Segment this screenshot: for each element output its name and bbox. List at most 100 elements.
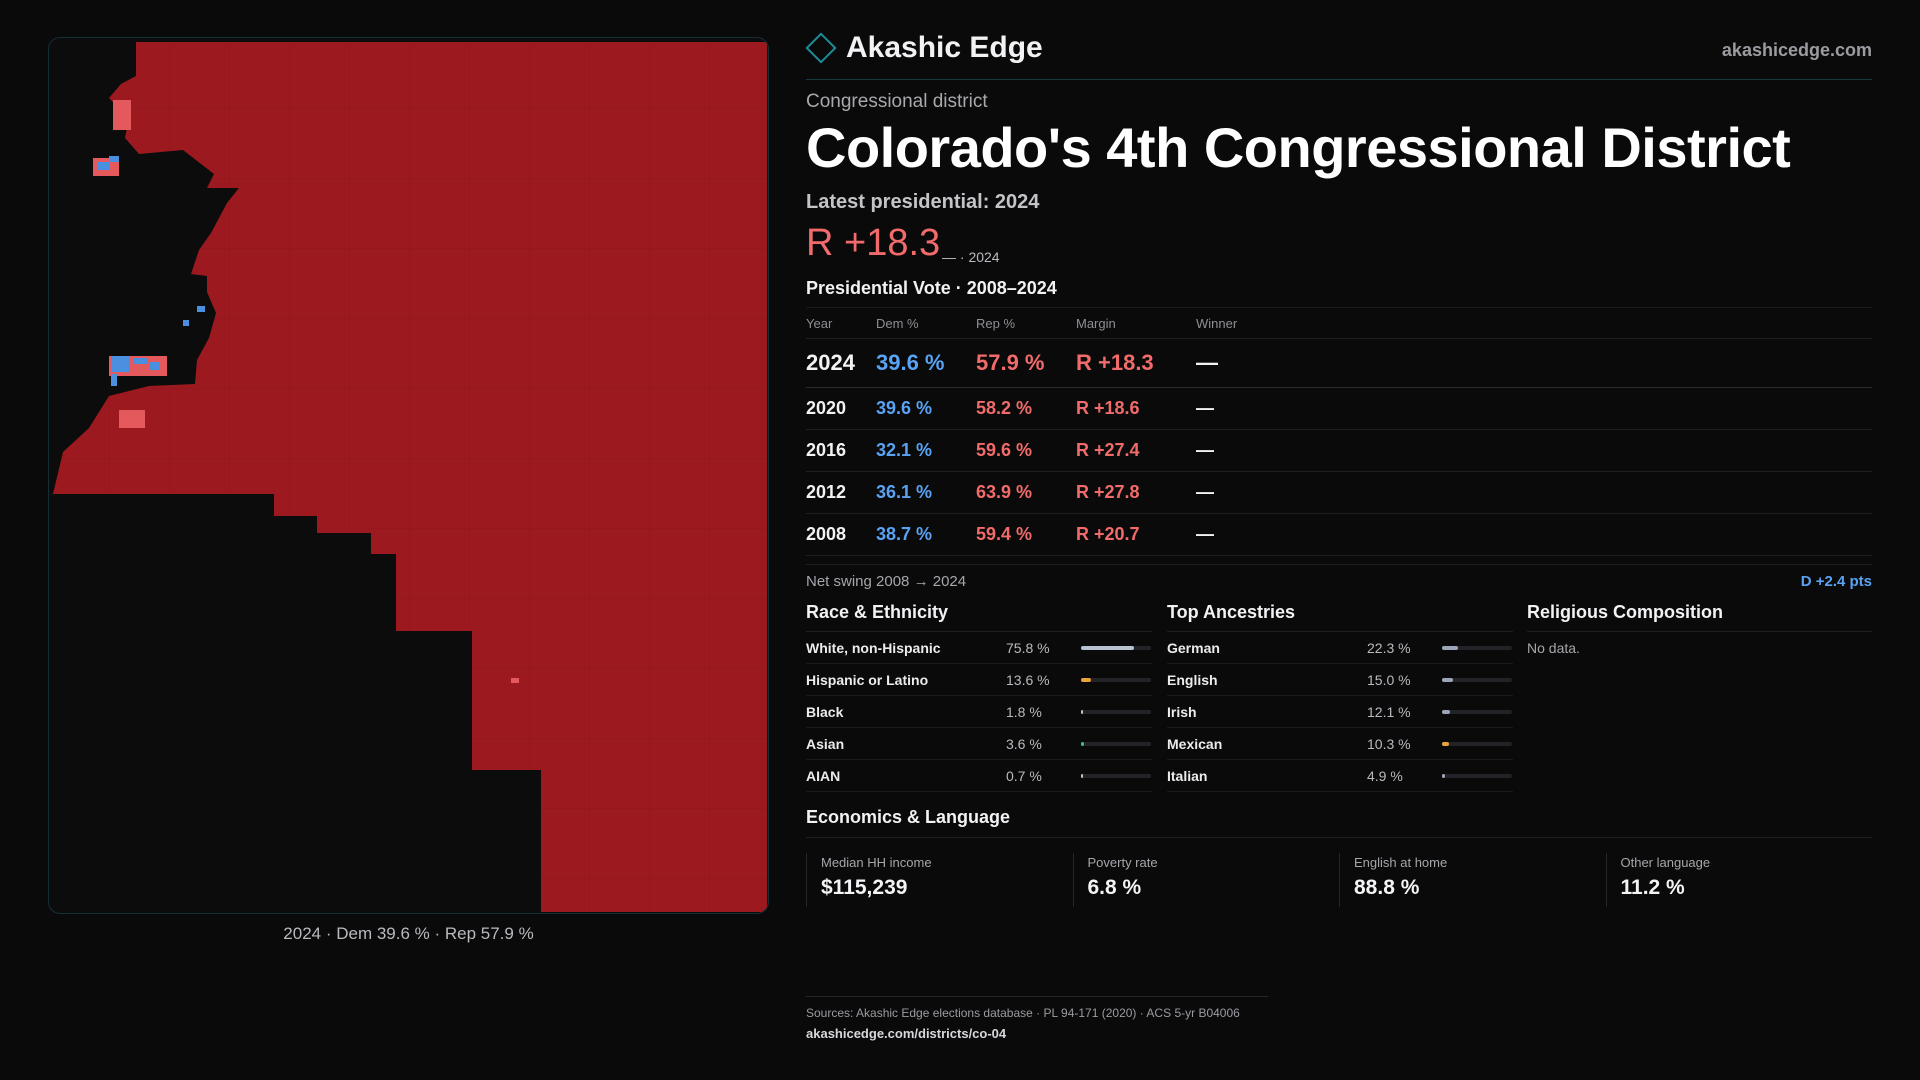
stat-label: Italian (1167, 767, 1208, 784)
stat-label: Hispanic or Latino (806, 671, 929, 688)
religion-title: Religious Composition (1527, 602, 1872, 632)
dem-cell: 32.1 % (876, 440, 933, 460)
brand-name: Akashic Edge (846, 31, 1043, 64)
stat-row: Asian 3.6 % (806, 728, 1152, 760)
page-title: Colorado's 4th Congressional District (806, 116, 1791, 179)
year-cell: 2024 (806, 350, 855, 375)
econ-label: Other language (1620, 855, 1711, 870)
sources-divider (806, 996, 1268, 997)
econ-other-language: Other language 11.2 % (1605, 853, 1873, 907)
stat-value: 3.6 % (1006, 735, 1042, 752)
econ-value: 11.2 % (1620, 876, 1685, 899)
column-header-winner: Winner (1196, 315, 1238, 331)
latest-presidential-label: Latest presidential: 2024 (806, 191, 1040, 213)
ancestries-title: Top Ancestries (1167, 602, 1513, 632)
econ-label: Median HH income (821, 855, 932, 870)
econ-value: 6.8 % (1087, 876, 1142, 899)
presidential-vote-table: Year Dem % Rep % Margin Winner 2024 39.6… (806, 307, 1872, 556)
stat-row: Hispanic or Latino 13.6 % (806, 664, 1152, 696)
stat-bar-track (1442, 645, 1512, 650)
econ-poverty-rate: Poverty rate 6.8 % (1072, 853, 1340, 907)
stat-bar-track (1081, 773, 1151, 778)
margin-cell: R +27.8 (1076, 482, 1140, 502)
stat-bar-fill (1442, 741, 1450, 746)
brand[interactable]: Akashic Edge (805, 31, 1043, 65)
ancestry-list: German 22.3 % English 15.0 % Irish 12.1 % Mexi… (1167, 632, 1513, 792)
stat-value: 0.7 % (1006, 767, 1042, 784)
urban-precincts (93, 100, 519, 683)
column-header-margin: Margin (1076, 315, 1116, 331)
stat-row: White, non-Hispanic 75.8 % (806, 632, 1152, 664)
table-row: 2020 39.6 % 58.2 % R +18.6 — (806, 388, 1872, 430)
stat-value: 13.6 % (1006, 671, 1050, 688)
year-cell: 2020 (806, 398, 847, 418)
presidential-vote-title: Presidential Vote · 2008–2024 (806, 278, 1057, 298)
map-caption: 2024 · Dem 39.6 % · Rep 57.9 % (283, 924, 534, 943)
column-header-year: Year (806, 315, 833, 331)
rep-cell: 63.9 % (976, 482, 1033, 502)
stat-bar-track (1081, 741, 1151, 746)
district-map[interactable] (48, 37, 769, 914)
dem-cell: 39.6 % (876, 350, 945, 375)
winner-cell: — (1196, 398, 1214, 418)
column-header-rep: Rep % (976, 315, 1016, 331)
rep-cell: 58.2 % (976, 398, 1033, 418)
rep-cell: 57.9 % (976, 350, 1045, 375)
stat-bar-fill (1442, 645, 1458, 650)
district-shape (53, 42, 767, 912)
stat-row: Irish 12.1 % (1167, 696, 1513, 728)
swing-divider (806, 564, 1872, 565)
stat-label: Black (806, 703, 844, 720)
stat-label: Asian (806, 735, 845, 752)
stat-bar-track (1442, 773, 1512, 778)
stat-label: English (1167, 671, 1218, 688)
latest-margin-sub: — · 2024 (942, 249, 1000, 265)
table-row: 2016 32.1 % 59.6 % R +27.4 — (806, 430, 1872, 472)
district-map-svg (53, 42, 767, 912)
site-url[interactable]: akashicedge.com (1721, 40, 1872, 60)
dem-cell: 38.7 % (876, 524, 933, 544)
stat-value: 15.0 % (1367, 671, 1411, 688)
stat-label: AIAN (806, 767, 841, 784)
net-swing-label: Net swing 2008 → 2024 (806, 573, 967, 590)
stat-bar-fill (1081, 773, 1083, 778)
stat-bar-fill (1081, 645, 1135, 650)
table-row: 2012 36.1 % 63.9 % R +27.8 — (806, 472, 1872, 514)
rep-cell: 59.6 % (976, 440, 1033, 460)
religion-section: Religious Composition No data. (1527, 602, 1872, 656)
stat-row: Mexican 10.3 % (1167, 728, 1513, 760)
stat-value: 1.8 % (1006, 703, 1042, 720)
winner-cell: — (1196, 482, 1214, 502)
econ-label: Poverty rate (1087, 855, 1158, 870)
econ-value: $115,239 (821, 876, 908, 899)
stat-bar-fill (1442, 677, 1453, 682)
district-kicker: Congressional district (806, 91, 988, 112)
stat-label: Irish (1167, 703, 1197, 720)
stat-bar-fill (1081, 741, 1084, 746)
stat-bar-fill (1081, 677, 1091, 682)
stat-bar-track (1442, 709, 1512, 714)
econ-label: English at home (1354, 855, 1448, 870)
stat-value: 22.3 % (1367, 639, 1411, 656)
district-url-link[interactable]: akashicedge.com/districts/co-04 (806, 1026, 1007, 1041)
table-header: Year Dem % Rep % Margin Winner (806, 308, 1872, 339)
stat-bar-fill (1442, 773, 1446, 778)
stat-bar-track (1081, 645, 1151, 650)
religion-no-data: No data. (1527, 640, 1580, 656)
stat-bar-fill (1081, 709, 1083, 714)
stat-label: Mexican (1167, 735, 1223, 752)
stat-label: White, non-Hispanic (806, 639, 941, 656)
econ-median-income: Median HH income $115,239 (806, 853, 1073, 907)
column-header-dem: Dem % (876, 315, 919, 331)
net-swing-value: D +2.4 pts (1800, 573, 1872, 590)
stat-bar-track (1442, 741, 1512, 746)
winner-cell: — (1196, 524, 1214, 544)
margin-cell: R +18.3 (1076, 350, 1154, 375)
stat-row: German 22.3 % (1167, 632, 1513, 664)
stat-row: Black 1.8 % (806, 696, 1152, 728)
winner-cell: — (1196, 440, 1214, 460)
margin-cell: R +20.7 (1076, 524, 1140, 544)
economics-title: Economics & Language (806, 807, 1011, 827)
stat-bar-track (1442, 677, 1512, 682)
year-cell: 2012 (806, 482, 847, 502)
